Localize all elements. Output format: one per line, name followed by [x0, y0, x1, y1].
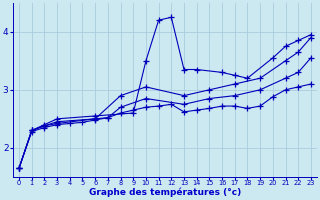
X-axis label: Graphe des températures (°c): Graphe des températures (°c): [89, 188, 241, 197]
